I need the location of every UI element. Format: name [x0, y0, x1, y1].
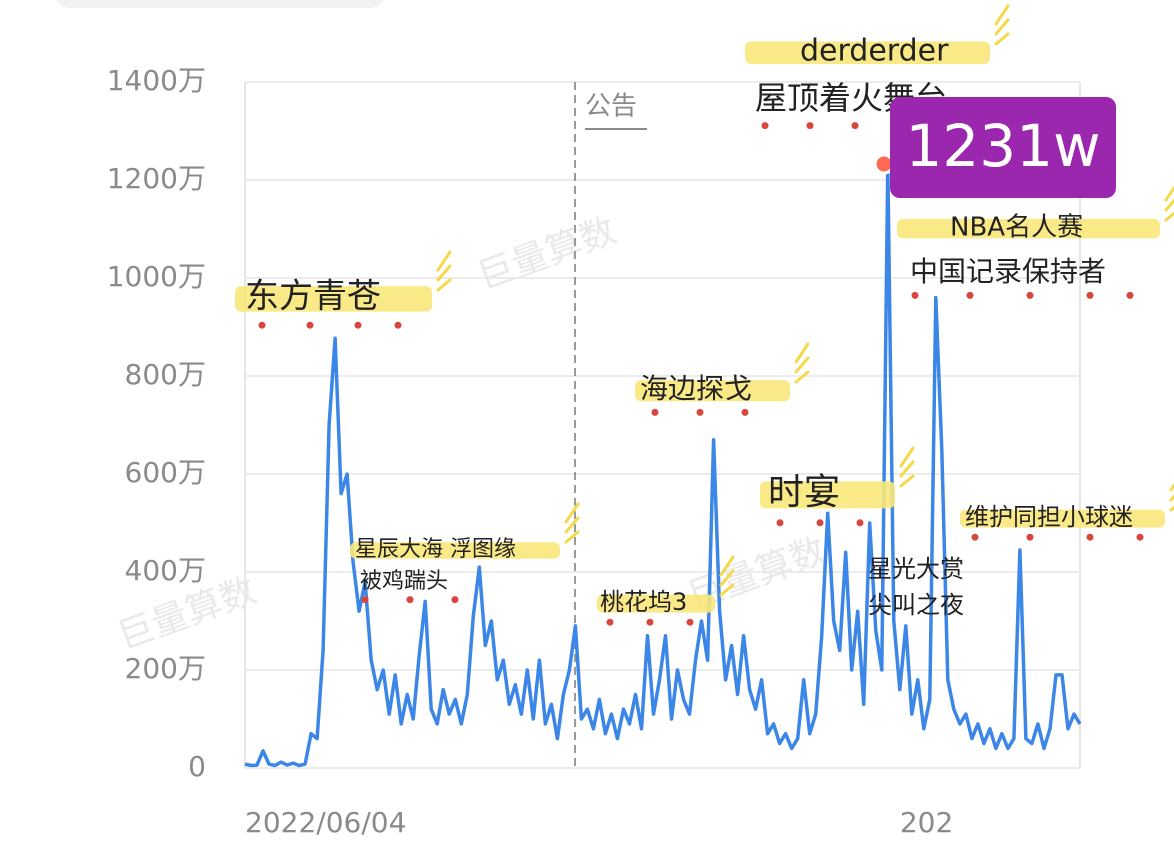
sparkle [436, 250, 452, 272]
deco-dot [1126, 291, 1134, 299]
annotation: 星辰大海 浮图缘 [355, 537, 516, 562]
highlight [235, 286, 432, 312]
sparkle [994, 18, 1010, 36]
sparkle [794, 342, 810, 364]
deco-dot [851, 122, 859, 130]
data-line [244, 163, 1082, 768]
sparkle [719, 555, 735, 577]
y-tick-label: 0 [188, 750, 206, 783]
sparkle [719, 569, 735, 587]
sparkle [994, 4, 1010, 26]
y-tick-label: 600万 [125, 456, 206, 489]
annotation: 尖叫之夜 [868, 591, 964, 619]
deco-dot [911, 291, 919, 299]
sparkle [899, 446, 915, 468]
deco-dot [816, 519, 824, 527]
sparkle [564, 516, 580, 534]
x-tick-label: 2022/06/04 [245, 806, 406, 839]
highlight [350, 542, 560, 559]
sparkle [794, 370, 810, 384]
annotation: NBA名人赛 [950, 213, 1083, 243]
deco-dot [971, 533, 979, 541]
y-tick-label: 1400万 [107, 64, 206, 97]
y-tick-label: 1200万 [107, 162, 206, 195]
deco-dot [696, 408, 704, 416]
annotation: 星光大赏 [868, 555, 964, 583]
deco-dot [1086, 291, 1094, 299]
y-tick-label: 400万 [125, 554, 206, 587]
highlight [745, 41, 990, 64]
annotation: 东方青苍 [245, 277, 381, 317]
deco-dot [306, 321, 314, 329]
deco-dot [394, 321, 402, 329]
deco-dot [686, 618, 694, 626]
deco-dot [806, 122, 814, 130]
highlight [597, 594, 715, 613]
sparkle [794, 356, 810, 374]
y-tick-label: 1000万 [107, 260, 206, 293]
deco-dot [741, 408, 749, 416]
annotation: 被鸡踹头 [360, 569, 448, 594]
deco-dot [646, 618, 654, 626]
sparkle [899, 474, 915, 488]
deco-dot [1136, 533, 1144, 541]
deco-dot [761, 122, 769, 130]
annotation: 公告 [585, 92, 637, 122]
sparkle [564, 530, 580, 544]
annotation: 中国记录保持者 [910, 255, 1106, 288]
sparkle [1169, 494, 1174, 502]
sparkle [1164, 198, 1174, 212]
deco-dot [361, 596, 369, 604]
y-tick-label: 200万 [125, 652, 206, 685]
deco-dot [606, 618, 614, 626]
deco-dot [966, 291, 974, 299]
deco-dot [1026, 291, 1034, 299]
highlight [897, 218, 1160, 239]
annotation: 时宴 [768, 472, 840, 513]
sparkle [1169, 505, 1174, 512]
sparkle [436, 278, 452, 292]
sparkle [564, 502, 580, 524]
deco-dot [856, 519, 864, 527]
sparkle [994, 32, 1010, 46]
deco-dot [354, 321, 362, 329]
deco-dot [406, 596, 414, 604]
annotation: 桃花坞3 [600, 588, 687, 616]
x-tick-label: 202 [900, 806, 953, 839]
deco-dot [776, 519, 784, 527]
deco-dot [258, 321, 266, 329]
sparkle [1164, 185, 1174, 202]
annotation: 维护同担小球迷 [965, 503, 1133, 531]
deco-dot [651, 408, 659, 416]
sparkle [436, 264, 452, 282]
deco-dot [1086, 533, 1094, 541]
value-callout-box [890, 97, 1116, 198]
deco-dot [451, 596, 459, 604]
annotation: derderder [800, 34, 949, 69]
value-callout: 1231w [905, 112, 1100, 180]
y-tick-label: 800万 [125, 358, 206, 391]
highlight [635, 380, 790, 402]
highlight [760, 481, 895, 509]
sparkle [719, 583, 735, 597]
sparkle [899, 460, 915, 478]
annotation: 海边探戈 [640, 372, 752, 405]
sparkle [1169, 482, 1174, 492]
watermark: 巨量算数 [472, 210, 621, 298]
sparkle [1164, 211, 1174, 222]
deco-dot [1026, 533, 1034, 541]
highlight [960, 509, 1165, 528]
top-bar-fragment [56, 0, 384, 8]
